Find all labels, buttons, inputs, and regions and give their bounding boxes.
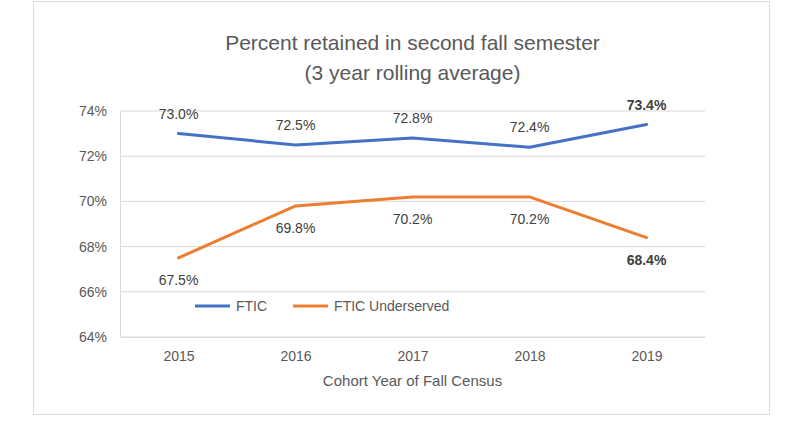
data-label: 69.8% <box>276 220 316 236</box>
chart-frame <box>34 2 770 415</box>
chart: Percent retained in second fall semester… <box>0 0 800 435</box>
data-label: 67.5% <box>159 272 199 288</box>
data-label: 73.4% <box>627 97 667 113</box>
x-tick: 2018 <box>514 337 545 364</box>
data-label: 72.8% <box>393 110 433 126</box>
legend-label: FTIC <box>236 298 267 314</box>
y-tick-label: 70% <box>79 193 107 209</box>
y-tick: 64% <box>79 329 120 345</box>
legend-swatch <box>195 305 230 308</box>
y-axis-line <box>120 112 121 338</box>
data-label: 68.4% <box>627 252 667 268</box>
data-label: 70.2% <box>510 211 550 227</box>
y-tick: 66% <box>79 284 120 300</box>
data-label: 72.5% <box>276 117 316 133</box>
legend-swatch <box>293 305 328 308</box>
legend-item: FTIC <box>195 298 267 314</box>
subtitle: (3 year rolling average) <box>305 61 521 84</box>
data-label: 70.2% <box>393 211 433 227</box>
x-tick-label: 2016 <box>280 348 311 364</box>
data-label: 73.0% <box>159 106 199 122</box>
plot-marks <box>179 125 647 258</box>
grid-line <box>120 201 705 202</box>
x-tick: 2019 <box>631 337 662 364</box>
x-tick-label: 2017 <box>397 348 428 364</box>
legend-label: FTIC Underserved <box>334 298 449 314</box>
data-label: 72.4% <box>510 119 550 135</box>
y-tick-label: 72% <box>79 148 107 164</box>
y-tick: 68% <box>79 239 120 255</box>
y-tick: 74% <box>79 103 120 119</box>
title: Percent retained in second fall semester <box>225 31 600 54</box>
series-line <box>179 125 647 148</box>
series-line <box>179 197 647 258</box>
data-labels: 73.0% 72.5% 72.8% 72.4% 73.4% 67.5% 69.8% 70.2%… <box>159 97 667 288</box>
grid <box>120 111 705 337</box>
y-tick: 72% <box>79 148 120 164</box>
x-tick: 2015 <box>163 337 194 364</box>
legend: FTIC FTIC Underserved <box>195 298 449 314</box>
x-axis-title: Cohort Year of Fall Census <box>323 372 502 389</box>
x-tick: 2017 <box>397 337 428 364</box>
x-tick-label: 2015 <box>163 348 194 364</box>
y-tick-label: 68% <box>79 239 107 255</box>
grid-line <box>120 291 705 292</box>
y-tick-label: 64% <box>79 329 107 345</box>
x-axis: 2015 2016 2017 2018 2019 <box>121 337 706 364</box>
legend-item: FTIC Underserved <box>293 298 449 314</box>
y-tick-label: 74% <box>79 103 107 119</box>
y-axis: 64% 66% 68% 70% 72% 74% <box>79 103 121 345</box>
x-tick-label: 2019 <box>631 348 662 364</box>
y-tick: 70% <box>79 193 120 209</box>
x-tick: 2016 <box>280 337 311 364</box>
y-tick-label: 66% <box>79 284 107 300</box>
x-tick-label: 2018 <box>514 348 545 364</box>
grid-line <box>120 156 705 157</box>
x-axis-line <box>121 337 706 338</box>
grid-line <box>120 337 705 338</box>
